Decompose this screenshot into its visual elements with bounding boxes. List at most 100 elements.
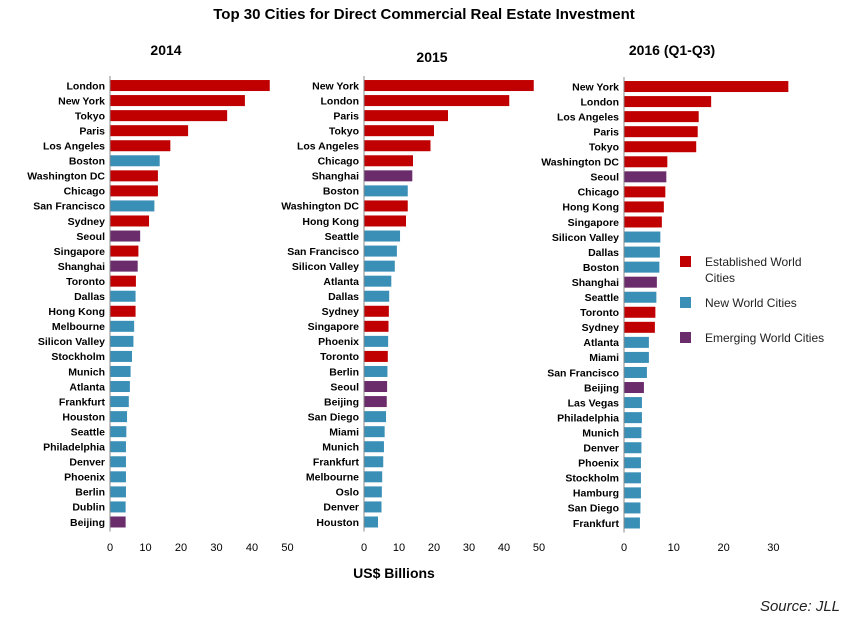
chart-panel-2: 2015 New York London Paris Tokyo Los Angeles C… <box>281 49 545 554</box>
legend-swatch-emerging <box>680 332 691 343</box>
category-label: Boston <box>583 262 619 274</box>
category-label: Singapore <box>308 321 360 333</box>
bar <box>624 276 657 288</box>
category-label: Paris <box>333 110 359 122</box>
bar <box>624 156 668 168</box>
bar <box>110 426 127 438</box>
category-label: Berlin <box>75 487 105 499</box>
panel-title: 2014 <box>150 42 181 58</box>
bar <box>364 456 384 468</box>
bar <box>110 140 171 152</box>
tick-label: 0 <box>621 542 627 554</box>
category-label: New York <box>572 81 619 93</box>
category-label: Los Angeles <box>297 141 359 153</box>
bar <box>624 472 641 484</box>
bar <box>624 457 641 469</box>
bar <box>624 427 642 439</box>
category-label: Toronto <box>320 351 359 363</box>
category-label: Munich <box>68 366 105 378</box>
category-label: Hong Kong <box>48 306 105 318</box>
tick-label: 20 <box>175 542 187 554</box>
bar <box>624 351 649 363</box>
category-label: Frankfurt <box>59 396 106 408</box>
bar <box>624 126 698 138</box>
bar <box>364 350 388 362</box>
bar <box>624 321 655 333</box>
category-label: Hamburg <box>573 488 619 500</box>
category-label: Beijing <box>70 517 105 529</box>
bar <box>110 456 126 468</box>
source-note: Source: JLL <box>760 598 840 615</box>
bar <box>110 245 139 257</box>
category-label: Washington DC <box>281 201 359 213</box>
bar <box>364 381 388 393</box>
legend: Established World Cities New World Cities E… <box>680 255 824 345</box>
category-label: Boston <box>323 186 359 198</box>
bar <box>110 125 189 137</box>
category-label: Munich <box>582 427 619 439</box>
category-label: Seoul <box>330 381 359 393</box>
category-label: Sydney <box>68 216 106 228</box>
panel-title: 2016 (Q1-Q3) <box>629 42 715 58</box>
legend-label: Cities <box>705 271 735 285</box>
category-label: London <box>67 80 105 92</box>
category-label: Atlanta <box>69 381 105 393</box>
bar <box>364 486 382 498</box>
bar <box>364 80 534 92</box>
tick-label: 0 <box>361 542 367 554</box>
category-label: Philadelphia <box>43 442 105 454</box>
chart-title: Top 30 Cities for Direct Commercial Real… <box>213 6 635 23</box>
bar <box>624 231 661 243</box>
bar <box>364 95 510 107</box>
category-label: Denver <box>583 443 619 455</box>
x-axis-label: US$ Billions <box>353 565 435 581</box>
category-label: Boston <box>69 156 105 168</box>
category-label: San Diego <box>308 411 359 423</box>
bar <box>624 201 664 213</box>
bar <box>110 441 126 453</box>
bar <box>624 261 660 273</box>
category-label: Silicon Valley <box>38 336 105 348</box>
bar <box>624 216 662 228</box>
bar <box>110 200 155 212</box>
bar <box>624 186 666 198</box>
chart-panel-3: 2016 (Q1-Q3) New York London Los Angeles Par… <box>541 42 789 554</box>
category-label: Oslo <box>336 487 359 499</box>
bar <box>364 305 389 317</box>
legend-swatch-new <box>680 297 691 308</box>
bar <box>110 365 131 377</box>
tick-label: 50 <box>281 542 293 554</box>
category-label: Frankfurt <box>313 457 360 469</box>
category-label: Sydney <box>322 306 360 318</box>
category-label: Beijing <box>584 382 619 394</box>
bar <box>110 230 141 242</box>
category-label: Houston <box>316 517 359 529</box>
bar <box>364 230 401 242</box>
bar <box>624 336 649 348</box>
bar <box>624 366 647 378</box>
tick-label: 50 <box>533 542 545 554</box>
category-label: Hong Kong <box>562 202 619 214</box>
bar <box>364 245 397 257</box>
category-label: Shanghai <box>572 277 619 289</box>
legend-label: Established World <box>705 255 802 269</box>
category-label: Tokyo <box>589 142 619 154</box>
chart-panel-1: 2014 London New York Tokyo Paris Los Angeles B… <box>27 42 293 554</box>
bar <box>364 290 390 302</box>
bar <box>364 260 395 272</box>
bar <box>624 502 641 514</box>
bar <box>110 305 136 317</box>
category-label: Denver <box>69 457 105 469</box>
category-label: Philadelphia <box>557 412 619 424</box>
bar <box>110 110 228 122</box>
bar <box>110 501 126 513</box>
category-label: San Francisco <box>33 201 105 213</box>
category-label: Miami <box>589 352 619 364</box>
bar <box>110 320 135 332</box>
category-label: Frankfurt <box>573 518 620 530</box>
tick-label: 30 <box>210 542 222 554</box>
category-label: Chicago <box>318 156 359 168</box>
category-label: Paris <box>593 126 619 138</box>
tick-label: 0 <box>107 542 113 554</box>
category-label: Las Vegas <box>568 397 620 409</box>
